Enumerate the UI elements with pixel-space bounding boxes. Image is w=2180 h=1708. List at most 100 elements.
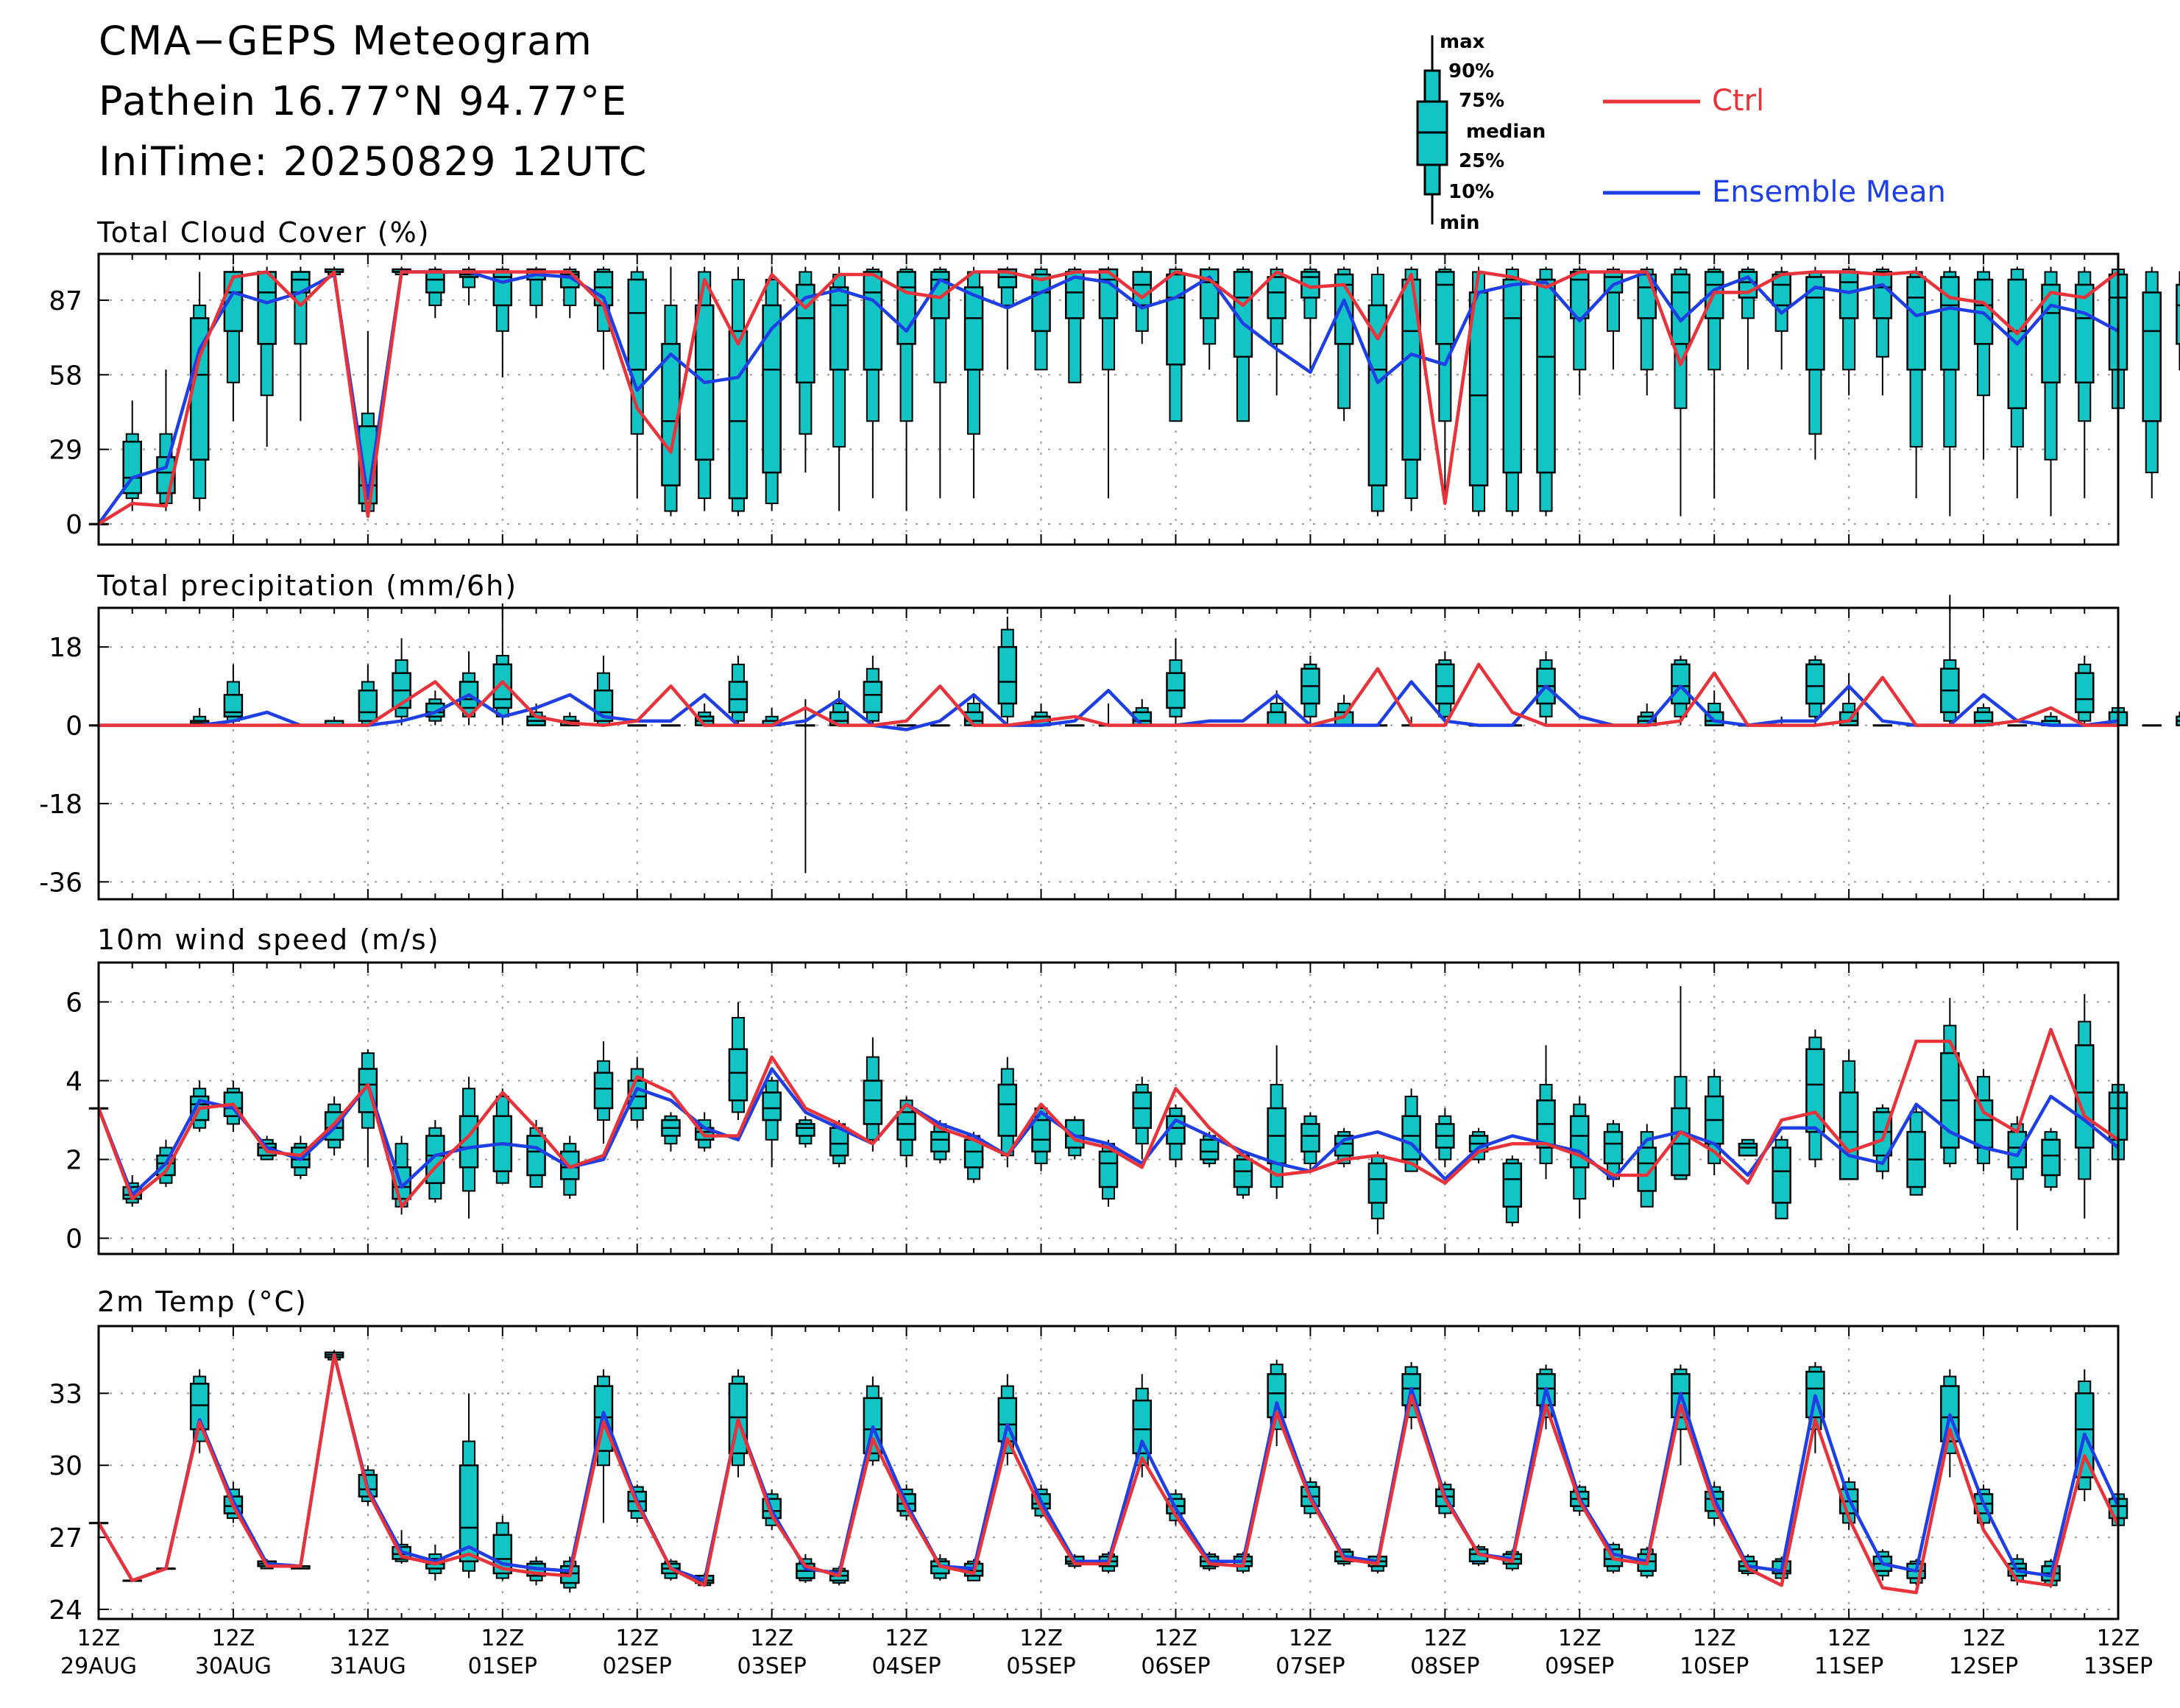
box-25-75: [1671, 663, 1691, 705]
y-tick-label: 18: [49, 633, 82, 663]
init-time-label: IniTime: 20250829 12UTC: [99, 138, 648, 185]
box-25-75: [1536, 1372, 1556, 1406]
panel-frame: [97, 252, 2120, 546]
box-25-75: [526, 1135, 546, 1177]
x-tick-label-hour: 12Z: [77, 1626, 121, 1651]
box-25-75: [1940, 276, 1960, 371]
y-tick-label: 27: [49, 1523, 82, 1553]
x-tick-label-date: 01SEP: [468, 1654, 537, 1679]
box-25-75: [2176, 283, 2180, 345]
box-25-75: [1031, 273, 1051, 333]
panel-title-wind: 10m wind speed (m/s): [97, 924, 440, 956]
y-tick-label: 29: [49, 436, 82, 466]
box-25-75: [1839, 1091, 1859, 1180]
box-25-75: [896, 271, 916, 345]
box-25-75: [1805, 663, 1825, 705]
box-25-75: [1502, 1162, 1523, 1208]
legend-label-max: max: [1440, 31, 1485, 53]
x-tick-label-date: 05SEP: [1006, 1654, 1075, 1679]
y-tick-label: 87: [49, 286, 82, 316]
x-tick-label-hour: 12Z: [1693, 1626, 1736, 1651]
panel-frame: [97, 961, 2120, 1255]
box-25-75: [257, 271, 277, 345]
box-25-75: [2007, 1130, 2028, 1169]
box-25-75: [1166, 273, 1186, 366]
x-tick-label-hour: 12Z: [1423, 1626, 1467, 1651]
panel-frame: [97, 1325, 2120, 1620]
y-tick-label: -36: [39, 868, 82, 898]
box-25-75: [762, 1091, 782, 1121]
panel-title-cloud: Total Cloud Cover (%): [97, 216, 431, 249]
box-25-75: [1536, 278, 1556, 474]
box-25-75: [1401, 1115, 1421, 1160]
box-25-75: [1872, 271, 1893, 319]
box-25-75: [728, 330, 749, 500]
box-25-75: [896, 1111, 916, 1141]
box-25-75: [863, 1080, 883, 1125]
box-25-75: [1973, 1099, 1994, 1149]
x-tick-label-date: 30AUG: [195, 1654, 272, 1679]
box-25-75: [291, 271, 311, 294]
box-25-75: [863, 681, 883, 714]
box-25-75: [1300, 1123, 1320, 1153]
legend-label-90: 90%: [1448, 60, 1495, 82]
box-25-75: [728, 1048, 749, 1102]
box-25-75: [1267, 276, 1287, 319]
box-25-75: [1603, 1130, 1624, 1165]
y-tick-label: 2: [66, 1146, 82, 1176]
box-25-75: [593, 1071, 614, 1110]
x-tick-label-hour: 12Z: [481, 1626, 524, 1651]
x-tick-label-hour: 12Z: [615, 1626, 659, 1651]
legend-mean-label: Ensemble Mean: [1712, 175, 1946, 209]
box-25-75: [829, 286, 849, 371]
y-tick-label: 0: [66, 712, 82, 742]
ctrl-line: [97, 1353, 2120, 1595]
box-25-75: [1738, 1142, 1758, 1157]
y-tick-label: 6: [66, 988, 82, 1018]
legend-label-10: 10%: [1448, 181, 1495, 203]
box-25-75: [1199, 1138, 1220, 1160]
box-25-75: [728, 681, 749, 714]
x-tick-label-date: 07SEP: [1275, 1654, 1345, 1679]
x-tick-label-hour: 12Z: [1289, 1626, 1332, 1651]
x-tick-label-date: 10SEP: [1680, 1654, 1749, 1679]
box-25-75: [1435, 663, 1455, 705]
legend-ctrl-label: Ctrl: [1712, 84, 1765, 118]
box-25-75: [1367, 304, 1388, 486]
box-25-75: [762, 304, 782, 474]
panel-title-precip: Total precipitation (mm/6h): [97, 570, 518, 602]
x-tick-label-hour: 12Z: [1827, 1626, 1871, 1651]
box-25-75: [425, 271, 445, 294]
box-25-75: [1132, 271, 1152, 307]
x-tick-label-hour: 12Z: [346, 1626, 389, 1651]
box-25-75: [1502, 278, 1523, 474]
box-25-75: [863, 271, 883, 371]
box-25-75: [1772, 1147, 1791, 1204]
x-tick-label-date: 09SEP: [1545, 1654, 1614, 1679]
ctrl-line: [96, 1027, 2120, 1209]
box-25-75: [796, 1123, 815, 1137]
x-tick-label-hour: 12Z: [750, 1626, 793, 1651]
ensemble-mean-line: [96, 1067, 2120, 1197]
x-tick-label-date: 13SEP: [2084, 1654, 2153, 1679]
x-tick-label-date: 04SEP: [871, 1654, 941, 1679]
box-25-75: [1098, 1150, 1119, 1188]
x-tick-label-date: 03SEP: [737, 1654, 807, 1679]
y-tick-label: 24: [49, 1595, 82, 1626]
x-tick-label-hour: 12Z: [1154, 1626, 1197, 1651]
box-25-75: [1367, 1162, 1388, 1204]
panel-3: 24 27 30 33: [49, 1325, 2128, 1626]
box-25-75: [2075, 283, 2095, 384]
x-tick-label-date: 12SEP: [1949, 1654, 2018, 1679]
box-25-75: [1267, 711, 1287, 726]
y-tick-label: 30: [49, 1451, 82, 1481]
box-25-75: [997, 1083, 1018, 1137]
box-25-75: [930, 1130, 950, 1153]
box-25-75: [997, 645, 1018, 705]
legend-label-25: 25%: [1459, 150, 1505, 172]
x-tick-label-hour: 12Z: [2097, 1626, 2140, 1651]
box-25-75: [1435, 271, 1455, 345]
x-tick-label-hour: 12Z: [212, 1626, 255, 1651]
x-tick-label-date: 31AUG: [330, 1654, 406, 1679]
y-tick-label: -18: [39, 790, 82, 820]
